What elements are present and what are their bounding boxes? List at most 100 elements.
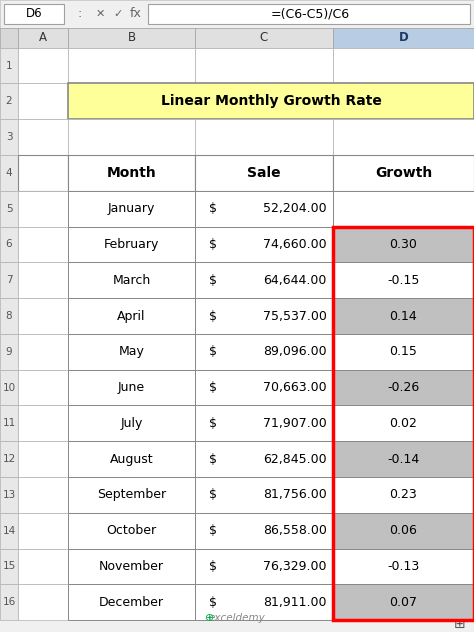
- Bar: [195, 477, 333, 513]
- Text: ✓: ✓: [113, 9, 123, 19]
- Bar: [18, 298, 68, 334]
- Text: November: November: [99, 560, 164, 573]
- Text: Month: Month: [107, 166, 156, 180]
- Bar: [195, 227, 333, 262]
- Text: fx: fx: [130, 8, 142, 20]
- Bar: [68, 155, 195, 191]
- Bar: [0, 227, 18, 262]
- Text: ✕: ✕: [95, 9, 105, 19]
- Text: 0.23: 0.23: [390, 489, 418, 501]
- Bar: [68, 585, 195, 620]
- Bar: [18, 549, 68, 585]
- Bar: [68, 191, 195, 227]
- Bar: [195, 262, 333, 298]
- Bar: [0, 477, 18, 513]
- Text: 89,096.00: 89,096.00: [264, 345, 327, 358]
- Bar: [0, 585, 18, 620]
- Bar: [333, 227, 474, 262]
- Text: exceldemy: exceldemy: [209, 613, 265, 623]
- Bar: [333, 585, 474, 620]
- Text: 62,845.00: 62,845.00: [264, 453, 327, 466]
- Text: August: August: [109, 453, 153, 466]
- Bar: [333, 227, 474, 620]
- Text: 0.07: 0.07: [390, 596, 418, 609]
- Bar: [68, 119, 195, 155]
- Bar: [195, 406, 333, 441]
- Bar: [0, 83, 18, 119]
- Bar: [18, 83, 68, 119]
- Bar: [68, 28, 195, 47]
- Text: 12: 12: [2, 454, 16, 464]
- Bar: [0, 119, 18, 155]
- Text: $: $: [209, 596, 217, 609]
- Text: 0.14: 0.14: [390, 310, 418, 322]
- Text: June: June: [118, 381, 145, 394]
- Bar: [195, 549, 333, 585]
- Text: 7: 7: [6, 276, 12, 285]
- Text: -0.13: -0.13: [387, 560, 419, 573]
- Text: 4: 4: [6, 168, 12, 178]
- Text: -0.14: -0.14: [387, 453, 419, 466]
- Bar: [18, 585, 68, 620]
- Text: December: December: [99, 596, 164, 609]
- Bar: [68, 298, 195, 334]
- Bar: [0, 441, 18, 477]
- Bar: [333, 477, 474, 513]
- Text: 13: 13: [2, 490, 16, 500]
- Text: February: February: [104, 238, 159, 251]
- Bar: [195, 298, 333, 334]
- Text: Growth: Growth: [375, 166, 432, 180]
- Text: -0.15: -0.15: [387, 274, 419, 287]
- Text: ⊞: ⊞: [454, 617, 466, 631]
- Bar: [0, 370, 18, 406]
- Bar: [333, 370, 474, 406]
- Bar: [18, 155, 68, 191]
- Bar: [0, 191, 18, 227]
- Bar: [4, 4, 64, 24]
- Bar: [68, 477, 195, 513]
- Text: 0.15: 0.15: [390, 345, 418, 358]
- Text: 81,911.00: 81,911.00: [264, 596, 327, 609]
- Text: 16: 16: [2, 597, 16, 607]
- Text: January: January: [108, 202, 155, 216]
- Bar: [68, 47, 195, 83]
- Text: 6: 6: [6, 240, 12, 250]
- Text: March: March: [112, 274, 151, 287]
- Bar: [333, 262, 474, 298]
- Text: October: October: [107, 524, 156, 537]
- Text: $: $: [209, 381, 217, 394]
- Bar: [195, 370, 333, 406]
- Text: 0.02: 0.02: [390, 417, 418, 430]
- Bar: [18, 334, 68, 370]
- Text: 8: 8: [6, 311, 12, 321]
- Bar: [195, 155, 333, 191]
- Text: 3: 3: [6, 132, 12, 142]
- Text: B: B: [128, 31, 136, 44]
- Bar: [333, 119, 474, 155]
- Bar: [0, 406, 18, 441]
- Bar: [18, 28, 68, 47]
- Bar: [68, 227, 195, 262]
- Text: 1: 1: [6, 61, 12, 71]
- Text: Linear Monthly Growth Rate: Linear Monthly Growth Rate: [161, 94, 382, 108]
- Text: $: $: [209, 453, 217, 466]
- Bar: [195, 191, 333, 227]
- Bar: [195, 441, 333, 477]
- Bar: [195, 28, 333, 47]
- Bar: [0, 28, 18, 47]
- Bar: [333, 155, 474, 191]
- Bar: [0, 334, 18, 370]
- Text: 71,907.00: 71,907.00: [263, 417, 327, 430]
- Bar: [0, 549, 18, 585]
- Text: $: $: [209, 345, 217, 358]
- Bar: [68, 549, 195, 585]
- Text: ⊕: ⊕: [205, 613, 215, 623]
- Text: D6: D6: [26, 8, 42, 20]
- Text: 86,558.00: 86,558.00: [263, 524, 327, 537]
- Bar: [18, 441, 68, 477]
- Bar: [0, 47, 18, 83]
- Bar: [68, 262, 195, 298]
- Text: September: September: [97, 489, 166, 501]
- Text: $: $: [209, 560, 217, 573]
- Text: C: C: [260, 31, 268, 44]
